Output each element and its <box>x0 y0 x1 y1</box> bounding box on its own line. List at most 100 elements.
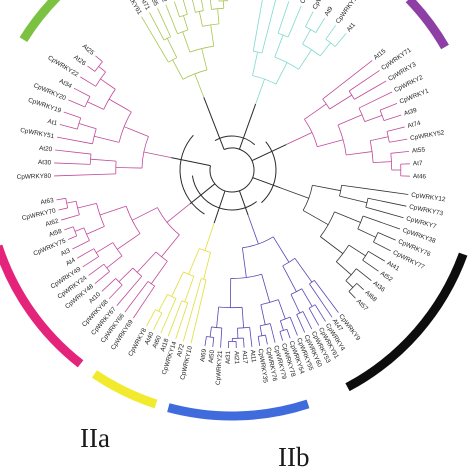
tree-branch <box>358 91 393 109</box>
tree-branch <box>55 149 92 155</box>
tree-branch <box>339 185 343 197</box>
tree-branch <box>320 236 344 254</box>
tree-branch <box>146 309 156 327</box>
tree-branch <box>98 66 106 73</box>
tree-branch <box>217 8 220 24</box>
leaf-label: At62 <box>45 218 60 229</box>
tree-branch <box>260 299 279 306</box>
tree-branch <box>56 197 66 201</box>
tree-branch <box>269 323 276 343</box>
tree-branch <box>237 326 250 329</box>
tree-branch <box>210 24 215 47</box>
tree-branch <box>58 207 68 211</box>
leaf-label: At15 <box>373 48 388 62</box>
leaf-label: At35 <box>147 0 159 8</box>
clade-stem <box>247 215 259 245</box>
tree-branches <box>54 0 410 348</box>
clade-stem <box>286 132 313 145</box>
tree-branch <box>74 227 85 232</box>
tree-branch <box>309 283 333 318</box>
tree-branch <box>182 0 188 15</box>
backbone-branch <box>214 135 256 146</box>
tree-branch <box>77 248 95 259</box>
tree-branch <box>286 329 291 339</box>
tree-branch <box>329 94 353 110</box>
leaf-label: At71 <box>139 0 152 12</box>
tree-branch <box>373 161 392 164</box>
tree-branch <box>348 244 366 257</box>
leaf-label: At18 <box>159 337 170 352</box>
clade-stem <box>204 222 215 251</box>
tree-branch <box>61 214 80 221</box>
leaf-label: At26 <box>72 54 87 68</box>
tree-branch <box>88 263 105 276</box>
tree-branch <box>116 276 143 306</box>
tree-branch <box>212 337 215 348</box>
tree-branch <box>77 202 97 209</box>
tree-branch <box>301 288 313 307</box>
tree-branch <box>161 234 180 258</box>
tree-branch <box>279 331 284 341</box>
tree-branch <box>322 98 330 110</box>
backbone-branch <box>209 147 255 193</box>
tree-branch <box>348 70 380 92</box>
clade-stem <box>280 187 309 199</box>
tree-branch <box>334 211 361 223</box>
tree-branch <box>72 226 78 237</box>
tree-branch <box>75 201 80 215</box>
tree-branch <box>356 268 372 282</box>
group-label-iia: IIa <box>80 423 110 453</box>
leaf-label: CpWRKY21 <box>215 350 224 385</box>
tree-branch <box>294 258 313 283</box>
tree-branch <box>94 135 120 143</box>
tree-branch <box>346 151 373 156</box>
tree-branch <box>90 158 117 162</box>
tree-branch <box>312 184 341 192</box>
tree-branch <box>272 236 290 263</box>
backbone-branch <box>191 175 257 211</box>
tree-branch <box>123 126 149 137</box>
tree-branch <box>304 103 327 120</box>
leaf-label: CpWRKY61 <box>119 0 143 16</box>
tree-branch <box>209 326 212 338</box>
tree-branch <box>339 195 368 204</box>
tree-branch <box>308 308 320 326</box>
tree-branch <box>96 203 105 227</box>
tree-branch <box>290 294 301 314</box>
tree-branch <box>136 251 157 273</box>
tree-branch <box>175 302 189 339</box>
tree-branch <box>336 261 352 276</box>
tree-branch <box>94 271 110 284</box>
tree-branch <box>362 251 369 261</box>
clade-arc-bottom-blue <box>167 399 310 421</box>
tree-branch <box>141 16 169 63</box>
tree-branch <box>241 247 247 278</box>
tree-branch <box>173 1 180 17</box>
tree-branch <box>368 250 386 262</box>
tree-branch <box>322 60 373 100</box>
tree-branch <box>259 325 263 336</box>
tree-branch <box>118 111 132 143</box>
tree-branch <box>305 26 316 33</box>
tree-branch <box>211 326 222 329</box>
leaf-label: CpWRKY73 <box>408 204 444 218</box>
tree-branch <box>108 98 132 113</box>
tree-branch <box>163 36 171 41</box>
tree-branch <box>365 198 369 208</box>
tree-branch <box>124 281 149 313</box>
tree-branch <box>56 136 93 145</box>
tree-branch <box>201 48 208 71</box>
tree-branch <box>259 323 271 327</box>
tree-branch <box>83 227 90 241</box>
tree-branch <box>302 29 311 45</box>
clade-arc-ring <box>0 0 468 421</box>
tree-branch <box>92 128 97 144</box>
tree-branch <box>95 242 114 254</box>
tree-branch <box>218 0 220 2</box>
tree-branch <box>182 31 191 53</box>
tree-branch <box>78 123 97 130</box>
tree-branch <box>54 162 91 165</box>
tree-branch <box>218 306 243 309</box>
tree-branch <box>373 241 391 252</box>
backbone-branch <box>171 157 211 167</box>
